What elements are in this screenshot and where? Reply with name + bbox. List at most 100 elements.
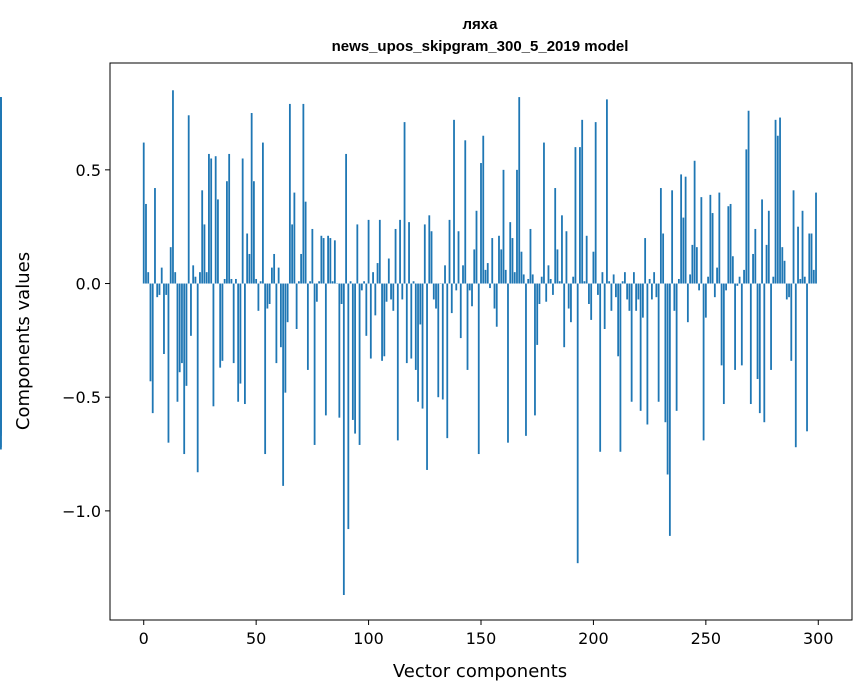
bar [520, 251, 523, 284]
bar [781, 247, 784, 284]
bar [158, 283, 161, 295]
bar [583, 281, 586, 284]
bar [293, 192, 296, 284]
bar [338, 283, 341, 418]
bar [448, 219, 451, 284]
bar [803, 276, 806, 284]
bar [457, 231, 460, 284]
bar [626, 283, 629, 300]
bar [666, 283, 669, 475]
bar [264, 283, 267, 455]
bar [603, 283, 606, 329]
bar [779, 117, 781, 284]
bar [801, 210, 804, 284]
bar [693, 160, 696, 284]
bar [410, 283, 413, 359]
bar [385, 283, 388, 302]
bar [453, 119, 455, 284]
bar [806, 283, 808, 432]
bar [327, 235, 329, 284]
bar [637, 283, 640, 300]
bar [529, 228, 532, 284]
bar [232, 283, 235, 364]
bar [731, 256, 734, 284]
bar [704, 283, 707, 318]
bar [495, 283, 498, 327]
bar [331, 281, 334, 284]
bar [682, 217, 685, 284]
bar [302, 103, 305, 284]
bar [716, 267, 718, 284]
chart-title: ляха [463, 16, 499, 33]
bar [329, 238, 332, 284]
bar [671, 190, 674, 284]
bar [219, 283, 222, 368]
bar [480, 163, 482, 284]
bar [610, 283, 613, 311]
bar [342, 283, 345, 595]
bar [774, 119, 777, 284]
bar [808, 233, 811, 284]
bar [417, 283, 419, 402]
bar [565, 231, 568, 284]
bar [412, 281, 415, 284]
bar [313, 283, 316, 445]
bar [677, 278, 680, 284]
bar [540, 276, 543, 284]
bar [727, 206, 730, 284]
bar [644, 238, 647, 284]
bar [570, 283, 572, 323]
bar [794, 283, 797, 448]
bar [552, 283, 554, 295]
bar [426, 283, 428, 470]
bar [617, 283, 620, 357]
bar [597, 283, 599, 295]
bar [639, 283, 642, 411]
bar [223, 278, 226, 284]
bar [381, 283, 383, 361]
bar [446, 283, 449, 439]
bar [563, 283, 566, 348]
bar [405, 283, 408, 364]
bar [160, 267, 163, 284]
bar [581, 119, 584, 284]
bar [387, 258, 390, 284]
bar [441, 283, 444, 400]
bar [142, 142, 145, 284]
y-tick-label: −1.0 [62, 502, 101, 521]
bar [718, 192, 721, 284]
bar [183, 283, 186, 455]
bar [592, 251, 595, 284]
bar [799, 278, 802, 284]
bar [525, 283, 527, 436]
bar [145, 203, 147, 284]
bar [468, 283, 471, 291]
bar [360, 283, 363, 291]
bar [531, 274, 534, 284]
bar [205, 272, 208, 284]
bar [686, 283, 689, 323]
x-tick-label: 0 [139, 629, 149, 648]
bar [720, 283, 723, 366]
bar [455, 283, 458, 291]
bar [534, 283, 536, 416]
bar [736, 283, 739, 286]
bar [430, 231, 433, 284]
bar [235, 278, 237, 284]
bar [239, 283, 242, 384]
bars-group [0, 90, 817, 595]
bar [306, 283, 309, 370]
bar [295, 283, 298, 329]
bar [489, 283, 491, 289]
bar [459, 283, 462, 339]
bar [255, 278, 258, 284]
bar [167, 283, 170, 443]
bar [554, 188, 557, 284]
bar [367, 219, 370, 284]
bar [691, 244, 694, 284]
bar [689, 274, 692, 284]
bar [684, 176, 687, 284]
y-tick-label: 0.0 [76, 275, 101, 294]
bar [538, 283, 541, 304]
bar [309, 281, 312, 284]
